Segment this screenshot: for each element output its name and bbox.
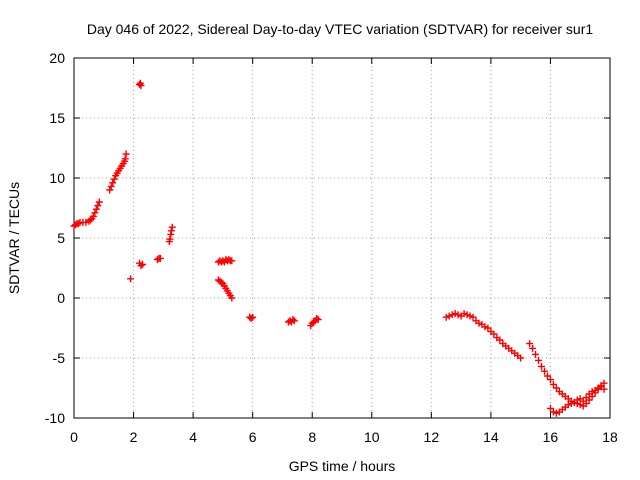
data-point xyxy=(121,155,129,163)
data-point xyxy=(109,179,117,187)
data-point xyxy=(95,198,103,206)
y-tick-label: 0 xyxy=(57,290,65,306)
data-point xyxy=(94,202,102,210)
x-tick-label: 4 xyxy=(189,429,197,445)
data-point xyxy=(92,205,100,213)
data-point xyxy=(122,150,130,158)
data-points xyxy=(70,79,608,417)
data-point xyxy=(138,260,146,268)
data-point xyxy=(532,350,540,358)
x-tick-label: 10 xyxy=(364,429,380,445)
data-point xyxy=(107,182,115,190)
data-point xyxy=(110,175,118,183)
data-point xyxy=(86,216,94,224)
data-point xyxy=(168,223,176,231)
data-point xyxy=(535,356,543,364)
x-axis-label: GPS time / hours xyxy=(289,458,396,474)
x-tick-label: 6 xyxy=(249,429,257,445)
data-point xyxy=(517,354,525,362)
data-point xyxy=(552,384,560,392)
ticks-layer: 0 2 4 6 8 10 12 14 16 18 -10 -5 0 5 10 15 20 xyxy=(45,50,618,445)
x-tick-label: 8 xyxy=(308,429,316,445)
data-point xyxy=(314,316,322,324)
data-point xyxy=(89,212,97,220)
data-point xyxy=(546,404,554,412)
chart-title: Day 046 of 2022, Sidereal Day-to-day VTE… xyxy=(87,21,593,37)
data-point xyxy=(127,275,135,283)
y-tick-label: -5 xyxy=(53,350,66,366)
data-point xyxy=(217,278,225,286)
data-point xyxy=(249,313,257,321)
data-point xyxy=(490,330,498,338)
data-point xyxy=(582,394,590,402)
data-point xyxy=(546,376,554,384)
data-point xyxy=(313,314,321,322)
y-tick-label: 15 xyxy=(49,110,65,126)
data-point xyxy=(290,317,298,325)
data-point xyxy=(600,379,608,387)
plot-frame xyxy=(73,57,611,419)
x-tick-label: 2 xyxy=(130,429,138,445)
data-point xyxy=(228,257,236,265)
data-point xyxy=(247,314,255,322)
data-point xyxy=(289,316,297,324)
data-point xyxy=(310,318,318,326)
data-point xyxy=(579,397,587,405)
data-point xyxy=(529,344,537,352)
y-tick-label: 20 xyxy=(49,50,65,66)
data-point xyxy=(156,254,164,262)
data-point xyxy=(543,372,551,380)
data-point xyxy=(137,82,145,90)
y-axis-label: SDTVAR / TECUs xyxy=(6,182,22,294)
data-point xyxy=(74,220,82,228)
data-point xyxy=(538,362,546,370)
x-tick-label: 12 xyxy=(424,429,440,445)
x-tick-label: 16 xyxy=(543,429,559,445)
data-point xyxy=(600,385,608,393)
data-point xyxy=(167,227,175,235)
x-tick-label: 18 xyxy=(602,429,618,445)
data-point xyxy=(526,340,534,348)
y-tick-label: -10 xyxy=(45,410,65,426)
grid-layer xyxy=(74,58,610,418)
data-point xyxy=(540,367,548,375)
data-point xyxy=(228,294,236,302)
data-point xyxy=(469,313,477,321)
data-point xyxy=(91,209,99,217)
data-point xyxy=(136,80,144,88)
x-tick-label: 0 xyxy=(70,429,78,445)
y-tick-label: 5 xyxy=(57,230,65,246)
y-tick-label: 10 xyxy=(49,170,65,186)
data-point xyxy=(137,262,145,270)
data-point xyxy=(106,186,114,194)
data-point xyxy=(549,380,557,388)
data-point xyxy=(496,336,504,344)
x-tick-label: 14 xyxy=(483,429,499,445)
data-point xyxy=(484,324,492,332)
data-point xyxy=(166,235,174,243)
